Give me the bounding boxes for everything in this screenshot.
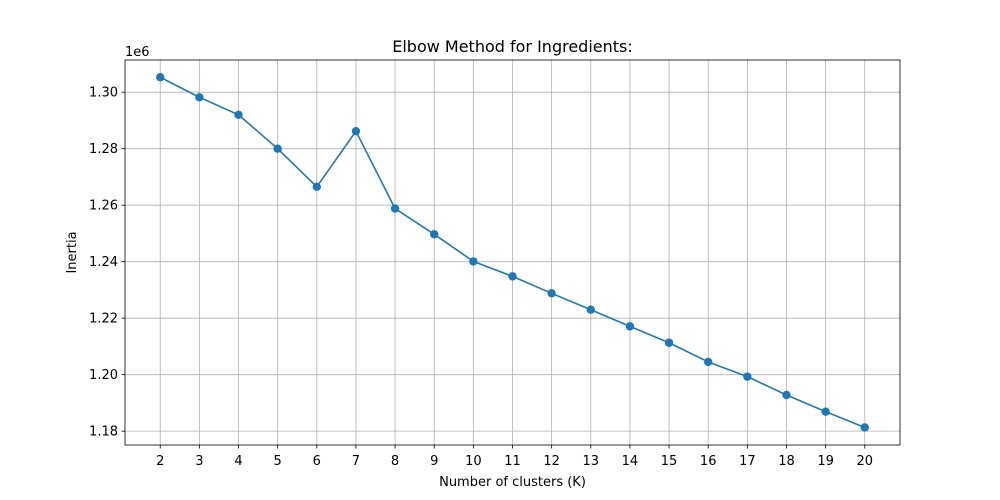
x-tick-label: 7 [352, 454, 360, 469]
x-tick-label: 20 [856, 454, 873, 469]
y-tick-label: 1.18 [89, 425, 118, 440]
data-point [312, 182, 321, 192]
data-point [508, 272, 517, 281]
series-layer [156, 73, 869, 432]
data-point [625, 322, 635, 331]
x-tick-label: 4 [234, 454, 242, 469]
x-tick-label: 18 [778, 454, 795, 469]
data-point [782, 390, 791, 400]
data-point [547, 289, 556, 298]
x-tick-label: 13 [583, 454, 600, 469]
x-tick-label: 16 [700, 454, 717, 469]
data-point [195, 93, 204, 102]
x-tick-label: 11 [504, 454, 521, 469]
y-tick-labels: 1.18 1.20 1.22 1.24 1.26 1.28 1.30 [89, 86, 118, 440]
data-point [743, 372, 752, 381]
x-tick-label: 15 [661, 454, 678, 469]
data-point [821, 407, 830, 416]
x-tick-label: 17 [739, 454, 756, 469]
data-point [430, 230, 439, 239]
x-tick-label: 5 [274, 454, 282, 469]
x-tick-label: 8 [391, 454, 399, 469]
y-tick-label: 1.24 [89, 255, 118, 270]
x-tick-label: 6 [313, 454, 321, 469]
x-tick-label: 9 [430, 454, 438, 469]
data-point [234, 110, 243, 119]
tick-marks [121, 91, 866, 449]
y-offset-label: 1e6 [125, 45, 150, 60]
data-point [860, 423, 869, 432]
data-point [351, 126, 361, 136]
y-tick-label: 1.26 [89, 199, 118, 214]
x-tick-label: 14 [622, 454, 639, 469]
y-tick-label: 1.20 [89, 368, 118, 383]
data-point [586, 305, 595, 314]
data-point [390, 204, 400, 213]
y-tick-label: 1.28 [89, 142, 118, 157]
x-axis-label: Number of clusters (K) [439, 475, 586, 490]
x-tick-label: 12 [543, 454, 560, 469]
data-point [469, 257, 478, 266]
y-tick-label: 1.30 [89, 86, 118, 101]
data-point [156, 73, 165, 82]
y-tick-label: 1.22 [89, 312, 118, 327]
grid-lines [125, 60, 900, 445]
y-axis-label: Inertia [65, 231, 80, 273]
x-tick-labels: 2 3 4 5 6 7 8 9 10 11 12 13 14 15 16 17 18 19 20 [156, 454, 873, 469]
x-tick-label: 10 [465, 454, 482, 469]
data-point [664, 338, 674, 347]
x-tick-label: 3 [195, 454, 203, 469]
data-point [704, 357, 713, 367]
x-tick-label: 19 [817, 454, 834, 469]
data-point [273, 144, 282, 153]
chart-title: Elbow Method for Ingredients: [392, 37, 633, 56]
x-tick-label: 2 [156, 454, 164, 469]
